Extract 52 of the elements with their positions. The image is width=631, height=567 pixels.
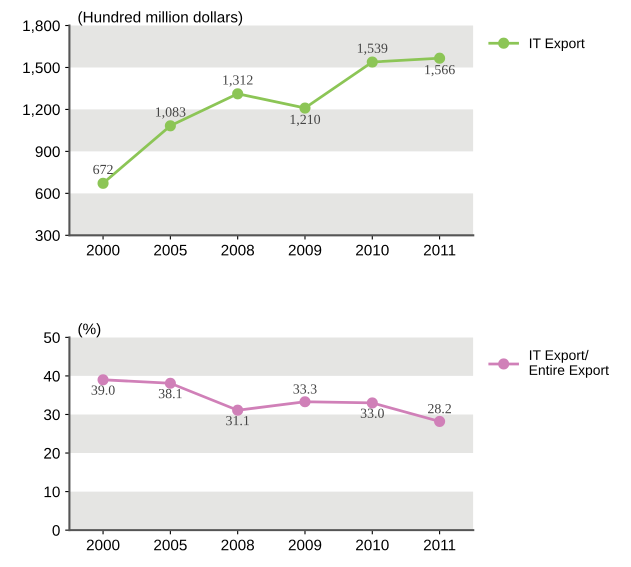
y-tick-label: 20 bbox=[44, 448, 60, 459]
y-tick-label: 30 bbox=[44, 409, 60, 420]
point bbox=[98, 374, 109, 386]
y-tick-label: 1,200 bbox=[23, 104, 60, 117]
x-tick-label: 2005 bbox=[154, 244, 187, 256]
x-tick-label: 2011 bbox=[424, 540, 456, 550]
y-tick-label: 600 bbox=[36, 188, 60, 200]
point bbox=[164, 378, 176, 389]
point bbox=[366, 56, 378, 68]
x-tick-label: 2008 bbox=[221, 244, 254, 256]
text: 31.1 bbox=[226, 416, 249, 426]
y-tick-label: 0 bbox=[52, 525, 60, 536]
y-axis-title: (Hundred million dollars) bbox=[78, 11, 242, 26]
text: 28.2 bbox=[428, 404, 451, 414]
text: 39.0 bbox=[92, 385, 115, 395]
point bbox=[232, 88, 244, 100]
point bbox=[232, 404, 244, 416]
x-tick-label: 2000 bbox=[86, 244, 120, 256]
text: 33.0 bbox=[360, 408, 384, 418]
text: 1,312 bbox=[223, 75, 253, 87]
legend-label: IT Export/ Entire Export bbox=[530, 350, 609, 378]
text: 1,566 bbox=[425, 64, 455, 76]
y-tick-label: 1,800 bbox=[23, 20, 60, 34]
y-tick-label: 300 bbox=[35, 230, 60, 241]
point bbox=[434, 52, 446, 64]
point bbox=[299, 102, 311, 114]
point bbox=[164, 120, 176, 132]
point bbox=[299, 396, 311, 408]
point bbox=[98, 178, 109, 189]
text: 672 bbox=[93, 164, 113, 174]
point bbox=[366, 397, 378, 408]
x-tick-label: 2005 bbox=[154, 540, 187, 550]
text: 1,210 bbox=[290, 114, 320, 126]
x-tick-label: 2009 bbox=[288, 540, 322, 550]
text: 38.1 bbox=[158, 388, 182, 398]
x-tick-label: 2010 bbox=[356, 540, 389, 550]
x-tick-label: 2009 bbox=[288, 244, 322, 256]
x-tick-label: 2011 bbox=[424, 244, 456, 256]
legend-label: IT Export bbox=[530, 38, 585, 51]
y-tick-label: 40 bbox=[44, 370, 60, 382]
y-tick-label: 50 bbox=[44, 332, 60, 344]
x-tick-label: 2010 bbox=[356, 244, 389, 256]
point bbox=[434, 416, 446, 427]
y-tick-label: 10 bbox=[44, 486, 60, 498]
y-tick-label: 1,500 bbox=[23, 62, 60, 75]
x-tick-label: 2000 bbox=[86, 540, 120, 550]
text: 1,539 bbox=[358, 44, 388, 55]
y-tick-label: 900 bbox=[36, 146, 60, 158]
y-axis-title: (%) bbox=[78, 323, 100, 338]
x-tick-label: 2008 bbox=[221, 540, 254, 550]
text: 33.3 bbox=[293, 384, 317, 394]
text: 1,083 bbox=[156, 107, 186, 119]
